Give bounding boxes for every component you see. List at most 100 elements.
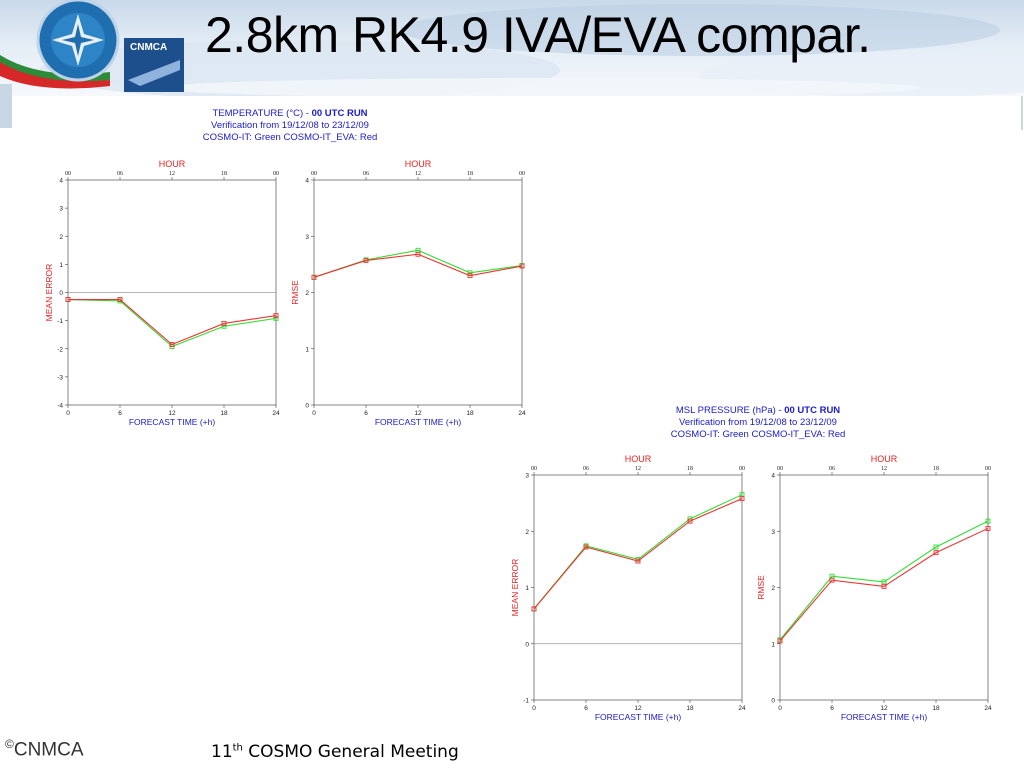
y-tick-label: 1 [771,641,775,648]
chart-subtitle: Verification from 19/12/08 to 23/12/09 [679,417,837,428]
y-tick-label: 2 [771,585,775,592]
chart-legend-text: COSMO-IT: Green COSMO-IT_EVA: Red [202,132,378,143]
chart-title-run: 00 UTC RUN [784,405,841,416]
y-tick-label: -3 [57,374,63,381]
decorative-bar [0,84,12,128]
chart-header: TEMPERATURE (°C) - 00 UTC RUN Verificati… [40,108,540,144]
y-tick-label: 1 [305,346,309,353]
top-axis-label: HOUR [405,160,432,169]
temperature-chart: TEMPERATURE (°C) - 00 UTC RUN Verificati… [40,108,540,428]
y-tick-label: 2 [525,529,529,536]
y-tick-label: 0 [771,698,775,705]
top-tick-label: 12 [881,466,887,472]
y-tick-label: 4 [59,178,63,185]
top-tick-label: 12 [415,171,421,177]
top-tick-label: 18 [687,466,693,472]
y-tick-label: -4 [57,403,63,410]
y-tick-label: 1 [59,262,63,269]
y-tick-label: 1 [525,585,529,592]
chart-title-var: TEMPERATURE (°C) - [212,108,312,119]
footer-meeting: COSMO General Meeting [242,742,459,762]
slide-title: 2.8km RK4.9 IVA/EVA compar. [205,7,871,63]
series-line-cosmo-it [67,298,277,348]
data-point [777,638,783,644]
top-tick-label: 12 [169,171,175,177]
footer-ordinal: th [232,742,243,754]
series-line-cosmo-it-eva [533,498,743,610]
x-axis-label: FORECAST TIME (+h) [129,417,216,427]
x-axis-label: FORECAST TIME (+h) [595,712,682,722]
top-tick-label: 06 [363,171,369,177]
y-axis-label: RMSE [290,280,300,305]
data-point [117,297,123,302]
top-tick-label: 00 [777,466,783,472]
footer-caption: 11th COSMO General Meeting [211,742,459,762]
cnmca-logo [0,0,184,92]
y-axis-label: MEAN ERROR [510,559,520,617]
data-point [985,518,991,524]
plot-frame [313,179,523,406]
copyright-mark: © [5,737,14,751]
top-axis-label: HOUR [625,455,652,464]
data-point [467,270,473,276]
data-point [687,518,693,524]
data-point [273,315,279,321]
data-point [519,263,525,269]
data-point [933,550,939,556]
y-tick-label: 2 [59,234,63,241]
x-tick-label: 24 [984,705,992,712]
data-point [311,274,317,280]
y-tick-label: 3 [59,206,63,213]
x-tick-label: 0 [532,705,536,712]
y-tick-label: -1 [57,318,63,325]
chart-header: MSL PRESSURE (hPa) - 00 UTC RUN Verifica… [508,405,1008,441]
top-tick-label: 00 [65,171,71,177]
data-point [65,297,71,302]
footer-logo-text: CNMCA [13,739,84,761]
chart-legend-text: COSMO-IT: Green COSMO-IT_EVA: Red [670,429,846,440]
top-tick-label: 00 [519,171,525,177]
top-tick-label: 00 [273,171,279,177]
data-point [933,544,939,550]
footer-logo: ©CNMCA [5,737,84,761]
series-line-cosmo-it-eva [779,527,989,642]
top-tick-label: 00 [311,171,317,177]
y-tick-label: 4 [771,473,775,480]
data-point [881,579,887,585]
top-tick-label: 06 [829,466,835,472]
x-tick-label: 24 [738,705,746,712]
x-tick-label: 12 [634,705,642,712]
top-tick-label: 06 [583,466,589,472]
x-tick-label: 6 [364,410,368,417]
x-axis-label: FORECAST TIME (+h) [375,417,462,427]
chart-title-var: MSL PRESSURE (hPa) - [675,405,785,416]
data-point [881,583,887,589]
decorative-line [1021,96,1023,130]
x-tick-label: 6 [118,410,122,417]
y-tick-label: -1 [523,698,529,705]
series-line-cosmo-it-eva [313,253,523,278]
x-tick-label: 18 [932,705,940,712]
header-banner: CNMCA 2.8km RK4.9 IVA/EVA compar. [0,0,1024,96]
x-tick-label: 18 [686,705,694,712]
top-tick-label: 00 [739,466,745,472]
data-point [739,496,745,502]
x-tick-label: 18 [466,410,474,417]
x-tick-label: 24 [272,410,280,417]
top-tick-label: 06 [117,171,123,177]
y-axis-label: MEAN ERROR [44,264,54,322]
data-point [273,313,279,319]
data-point [221,320,227,326]
footer-number: 11 [211,742,233,762]
x-tick-label: 12 [414,410,422,417]
y-tick-label: -2 [57,346,63,353]
top-tick-label: 18 [467,171,473,177]
data-point [635,558,641,564]
y-axis-label: RMSE [756,575,766,600]
y-tick-label: 3 [771,529,775,536]
top-tick-label: 18 [221,171,227,177]
chart-subtitle: Verification from 19/12/08 to 23/12/09 [211,120,369,131]
top-tick-label: 00 [985,466,991,472]
